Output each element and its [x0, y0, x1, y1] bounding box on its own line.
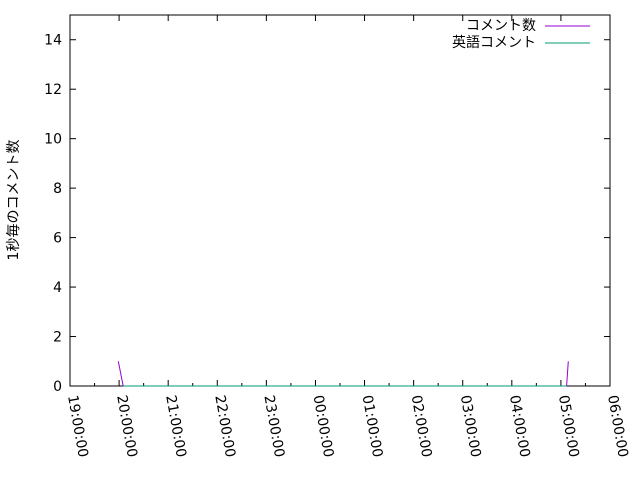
x-tick-label: 02:00:00 [408, 394, 435, 459]
y-tick-label: 12 [44, 82, 62, 98]
x-tick-label: 19:00:00 [64, 394, 91, 459]
series-line-0 [117, 361, 569, 387]
legend-label-0: コメント数 [466, 18, 536, 34]
y-axis-label: 1秒毎のコメント数 [6, 140, 22, 261]
x-tick-label: 04:00:00 [506, 394, 533, 459]
y-tick-label: 4 [53, 280, 62, 296]
y-tick-label: 2 [53, 330, 62, 346]
x-tick-label: 23:00:00 [260, 394, 287, 459]
legend-label-1: 英語コメント [452, 34, 536, 51]
legend: コメント数 英語コメント [452, 18, 590, 51]
x-tick-label: 00:00:00 [310, 394, 337, 459]
y-tick-label: 0 [53, 379, 62, 395]
x-tick-label: 01:00:00 [359, 394, 386, 459]
x-tick-label: 05:00:00 [555, 394, 582, 459]
x-tick-label: 22:00:00 [211, 394, 238, 459]
y-tick-label: 8 [53, 181, 62, 197]
x-tick-label: 06:00:00 [604, 394, 631, 459]
y-tick-label: 6 [53, 231, 62, 247]
x-tick-label: 21:00:00 [162, 394, 189, 459]
y-tick-label: 14 [44, 33, 62, 49]
y-tick-label: 10 [44, 132, 62, 148]
x-tick-label: 03:00:00 [457, 394, 484, 459]
x-tick-label: 20:00:00 [113, 394, 140, 459]
plot-frame [69, 14, 611, 387]
